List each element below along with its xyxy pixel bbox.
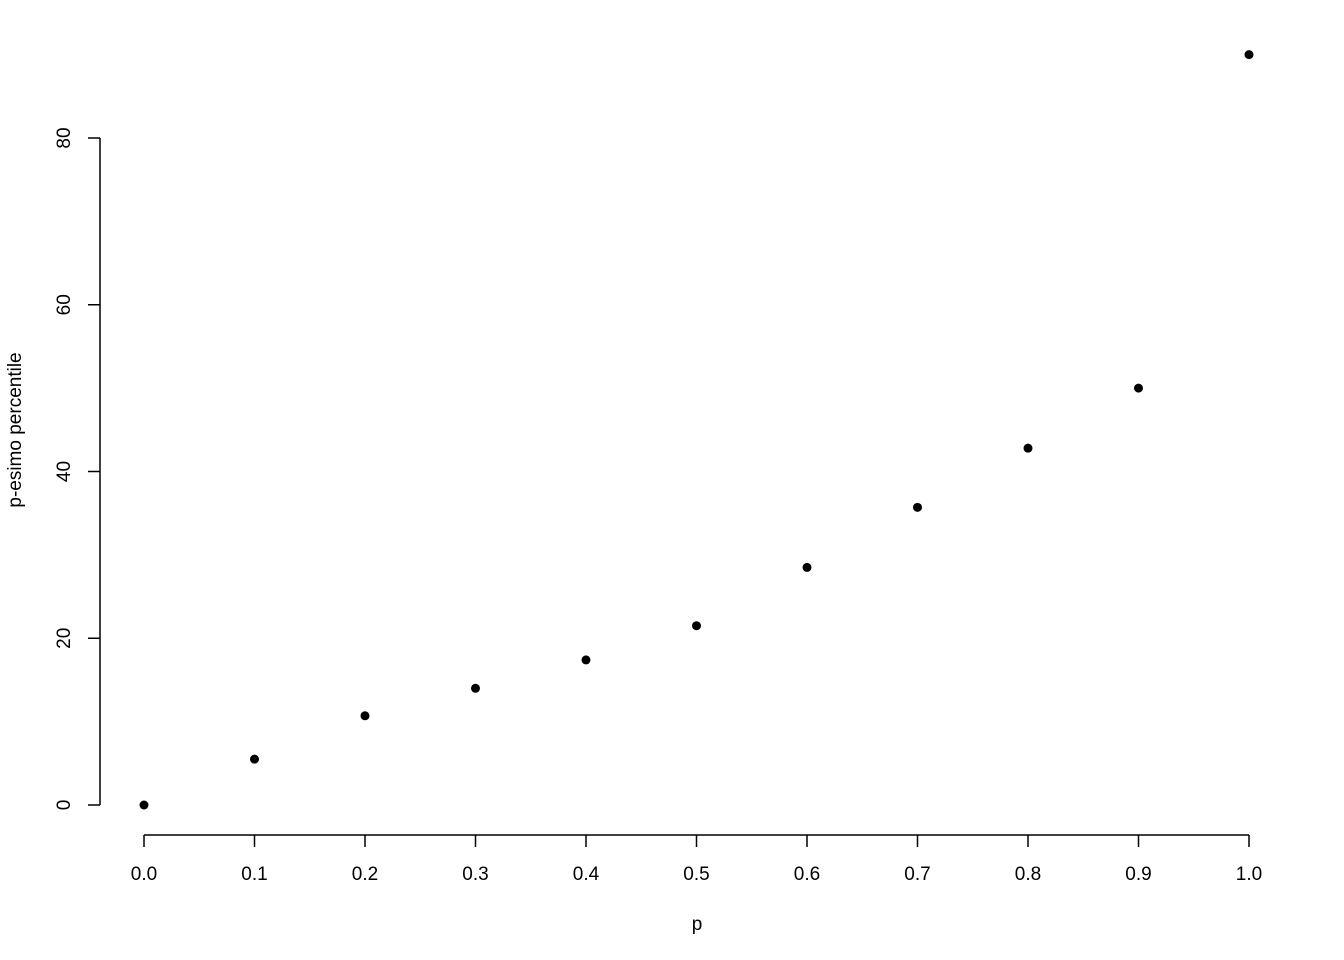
x-tick-label: 0.7	[904, 864, 930, 885]
y-tick-label: 80	[54, 127, 75, 148]
x-tick-label: 1.0	[1236, 864, 1262, 885]
y-tick-label: 40	[54, 461, 75, 482]
y-tick-label: 20	[54, 628, 75, 649]
x-axis-label: p	[692, 914, 703, 935]
y-axis-label: p-esimo percentile	[5, 352, 26, 507]
data-point	[692, 621, 701, 631]
x-tick-label: 0.6	[794, 864, 820, 885]
x-tick-label: 0.2	[352, 864, 378, 885]
x-tick-label: 0.3	[462, 864, 488, 885]
data-point	[139, 800, 149, 810]
data-point	[360, 711, 370, 721]
data-point	[913, 502, 922, 512]
data-point	[471, 683, 480, 693]
x-tick-label: 0.5	[683, 864, 709, 885]
data-point	[250, 754, 259, 764]
data-point	[802, 562, 812, 572]
data-point	[1244, 50, 1254, 60]
x-tick-label: 0.9	[1125, 864, 1151, 885]
data-point	[1134, 383, 1143, 393]
x-tick-label: 0.4	[573, 864, 600, 885]
y-tick-label: 0	[54, 800, 75, 811]
points	[139, 50, 1254, 810]
x-tick-label: 0.1	[241, 864, 267, 885]
y-axis: 0 20 40 60 80	[54, 127, 101, 811]
x-tick-label: 0.0	[131, 864, 157, 885]
data-point	[581, 655, 591, 665]
y-tick-label: 60	[54, 294, 75, 315]
data-point	[1023, 443, 1033, 453]
x-axis: 0.0 0.1 0.2 0.3 0.4 0.5 0.6 0.7 0.8 0.9 1.0	[131, 834, 1262, 885]
x-tick-label: 0.8	[1015, 864, 1041, 885]
